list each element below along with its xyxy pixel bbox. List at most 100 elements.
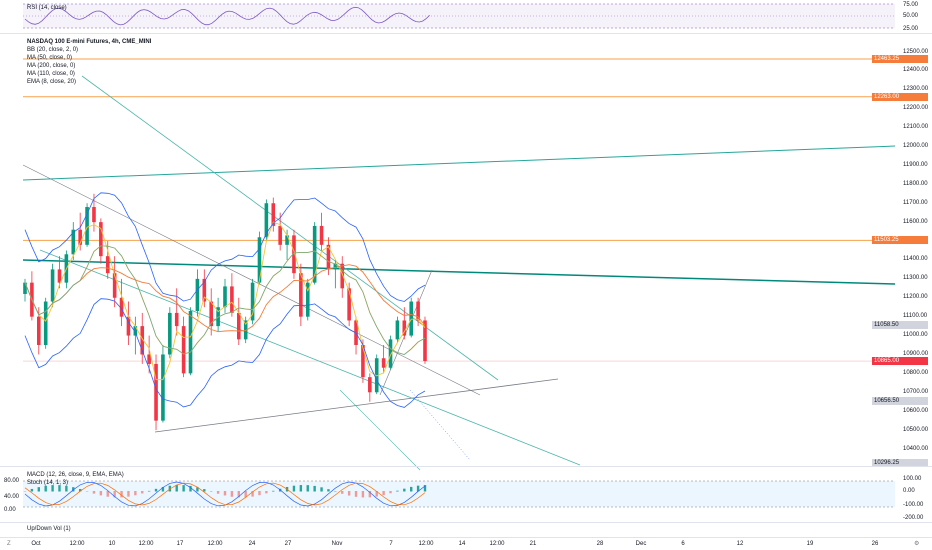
macd-histogram-bar xyxy=(320,487,323,492)
time-axis-label: 24 xyxy=(248,541,256,547)
candle-body xyxy=(271,203,276,226)
indicator-ma110[interactable]: MA (110, close, 0) xyxy=(27,71,75,77)
stoch-band xyxy=(23,481,895,507)
stoch-k-line xyxy=(24,481,426,507)
indicator-ema8[interactable]: EMA (8, close, 20) xyxy=(27,79,77,85)
price-scale-label: 11200.00 xyxy=(903,294,928,301)
candle-body xyxy=(361,345,365,378)
price-scale-label: 12000.00 xyxy=(903,143,929,150)
candle-body xyxy=(181,326,186,374)
candle-body xyxy=(257,237,262,283)
pane-separator[interactable] xyxy=(0,522,932,523)
candle-body xyxy=(43,301,48,346)
stoch-scale-0: 0.00 xyxy=(4,507,16,513)
macd-histogram-bar xyxy=(106,491,109,497)
macd-scale-m200: -200.00 xyxy=(903,515,924,521)
candle-body xyxy=(299,273,303,317)
time-axis-label: Dec xyxy=(635,541,647,547)
time-axis-label: 21 xyxy=(529,541,537,547)
macd-histogram-bar xyxy=(416,485,420,492)
indicator-bb[interactable]: BB (20, close, 2, 0) xyxy=(27,47,79,53)
macd-histogram-bar xyxy=(265,491,268,494)
macd-legend[interactable]: MACD (12, 26, close, 9, EMA, EMA) xyxy=(27,472,124,478)
candle-body xyxy=(250,282,255,321)
time-axis-label: 12:00 xyxy=(69,541,85,547)
candle-body xyxy=(326,244,331,270)
macd-scale-0: 0.00 xyxy=(903,488,915,494)
candle-body xyxy=(402,320,407,336)
rsi-scale-75: 75.00 xyxy=(903,2,919,8)
ma200-line xyxy=(24,264,426,333)
indicator-ma50[interactable]: MA (50, close, 0) xyxy=(27,55,73,61)
bb-lower xyxy=(24,298,426,408)
price-scale-label: 11800.00 xyxy=(903,180,928,187)
ema8-line xyxy=(24,221,426,381)
projection-dotted xyxy=(409,389,471,461)
symbol-title[interactable]: NASDAQ 100 E-mini Futures, 4h, CME_MINI xyxy=(27,39,152,45)
candle-body xyxy=(333,263,338,270)
time-axis-label: Oct xyxy=(31,541,41,547)
candle-body xyxy=(347,288,351,321)
macd-histogram-bar xyxy=(230,491,234,497)
macd-histogram-bar xyxy=(410,486,413,492)
macd-histogram-bar xyxy=(313,485,316,492)
rsi-legend[interactable]: RSI (14, close) xyxy=(27,5,67,11)
pane-separator[interactable] xyxy=(0,33,932,34)
trendline-channel-top xyxy=(81,75,499,381)
price-scale-label: 12200.00 xyxy=(903,105,929,112)
price-scale-label: 11000.00 xyxy=(903,332,928,339)
stoch-legend[interactable]: Stoch (14, 1, 3) xyxy=(27,480,69,486)
macd-histogram-bar xyxy=(375,491,378,497)
candle-body xyxy=(92,207,96,223)
macd-histogram-bar xyxy=(347,491,351,496)
bb-upper xyxy=(24,192,426,302)
macd-histogram-bar xyxy=(244,491,247,498)
trendline-support xyxy=(154,378,559,433)
indicator-ma200[interactable]: MA (200, close, 0) xyxy=(27,63,76,69)
candle-body xyxy=(71,229,76,255)
price-scale-label: 10900.00 xyxy=(903,350,929,357)
macd-histogram-bar xyxy=(23,491,27,492)
macd-histogram-bar xyxy=(134,491,137,496)
timezone-icon[interactable]: Z xyxy=(7,541,11,547)
rsi-line xyxy=(24,6,430,26)
price-scale-label: 12400.00 xyxy=(903,67,929,74)
price-tag: 12463.25 xyxy=(872,54,928,63)
macd-histogram-bar xyxy=(182,485,185,492)
macd-histogram-bar xyxy=(396,490,399,492)
macd-histogram-bar xyxy=(58,485,61,492)
time-axis-separator xyxy=(0,537,932,538)
candle-body xyxy=(381,358,386,368)
price-tag: 11503.25 xyxy=(872,236,928,245)
price-tag: 10865.00 xyxy=(872,357,928,366)
macd-histogram-bar xyxy=(44,485,47,492)
settings-icon[interactable]: ⚙ xyxy=(914,541,920,547)
pane-separator[interactable] xyxy=(0,466,932,467)
candle-body xyxy=(409,301,414,336)
price-scale-label: 10400.00 xyxy=(903,445,929,452)
macd-histogram-bar xyxy=(78,488,82,492)
macd-histogram-bar xyxy=(51,485,54,492)
macd-histogram-bar xyxy=(99,491,103,496)
candle-body xyxy=(119,297,124,317)
macd-histogram-bar xyxy=(92,491,96,494)
candle-body xyxy=(36,316,41,346)
stoch-d-line xyxy=(24,482,426,506)
time-axis-label: 12 xyxy=(736,541,744,547)
trendline-short-teal xyxy=(339,389,421,471)
macd-histogram-bar xyxy=(127,491,130,497)
price-scale-label: 11600.00 xyxy=(903,218,928,225)
price-scale-label: 11400.00 xyxy=(903,256,928,263)
price-tag: 10656.50 xyxy=(872,396,928,405)
macd-histogram-bar xyxy=(361,491,365,498)
volume-legend[interactable]: Up/Down Vol (1) xyxy=(27,526,71,532)
bb-basis xyxy=(24,245,426,355)
candle-body xyxy=(395,320,400,340)
price-scale-label: 10500.00 xyxy=(903,426,929,433)
candle-body xyxy=(236,312,241,340)
candle-body xyxy=(374,358,379,393)
macd-histogram-bar xyxy=(223,491,227,496)
price-scale-label: 11700.00 xyxy=(903,199,928,206)
